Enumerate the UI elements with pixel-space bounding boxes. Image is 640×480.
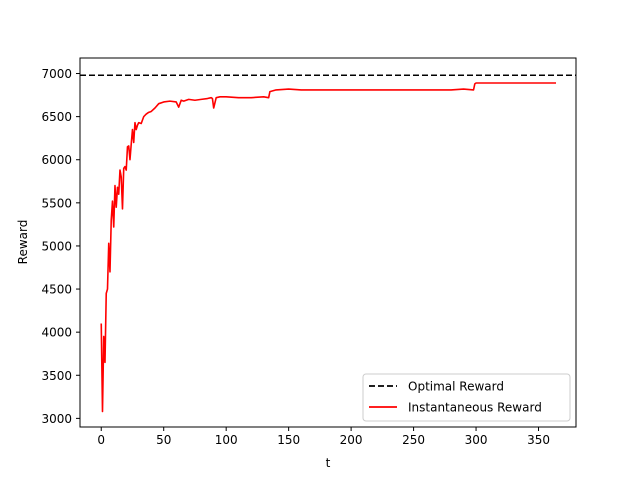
x-tick-label: 250 [402,433,425,447]
y-tick-label: 6000 [41,153,72,167]
x-tick-label: 0 [97,433,105,447]
x-axis-ticks: 0 50 100 150 200 250 300 350 [97,427,550,447]
legend-label-instantaneous: Instantaneous Reward [408,401,542,415]
x-tick-label: 300 [465,433,488,447]
y-tick-label: 7000 [41,67,72,81]
legend-box [362,373,571,422]
legend: Optimal Reward Instantaneous Reward [362,373,571,422]
x-axis-label: t [326,456,331,470]
legend-label-optimal: Optimal Reward [408,380,504,394]
x-tick-label: 150 [277,433,300,447]
y-tick-label: 5500 [41,196,72,210]
y-tick-label: 3000 [41,412,72,426]
axes-frame [79,57,577,428]
y-tick-label: 5000 [41,239,72,253]
instantaneous-reward-line [100,82,557,413]
y-axis-label: Reward [16,220,30,265]
y-tick-label: 4500 [41,283,72,297]
y-tick-label: 6500 [41,110,72,124]
y-tick-label: 4000 [41,326,72,340]
y-tick-label: 3500 [41,369,72,383]
x-tick-label: 100 [215,433,238,447]
plot-area [80,74,576,413]
x-tick-label: 50 [156,433,171,447]
y-axis-ticks: 3000 3500 4000 4500 5000 5500 6000 6500 7000 [41,67,80,426]
x-tick-label: 350 [527,433,550,447]
x-tick-label: 200 [340,433,363,447]
